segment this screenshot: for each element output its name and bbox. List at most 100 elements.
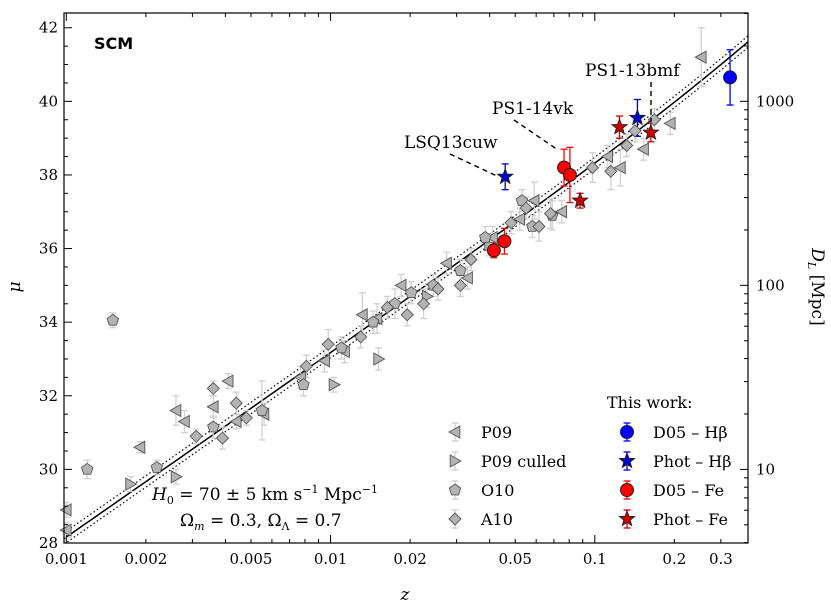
error-bars bbox=[62, 27, 734, 539]
legend-label: A10 bbox=[480, 510, 513, 529]
point-tri-left bbox=[636, 142, 649, 156]
point-tri-right bbox=[328, 377, 341, 392]
point-diamond bbox=[464, 252, 478, 267]
legend-marker bbox=[620, 483, 634, 497]
point-diamond bbox=[604, 164, 618, 178]
y2-axis-label: DL [Mpc] bbox=[805, 247, 827, 325]
point-star bbox=[642, 123, 660, 141]
legend-label: P09 bbox=[481, 423, 512, 442]
data-points bbox=[59, 50, 738, 537]
legend-entry-left: O10 bbox=[448, 480, 514, 500]
legend-marker bbox=[448, 483, 462, 496]
point-pentagon bbox=[80, 462, 94, 475]
point-tri-right bbox=[170, 470, 183, 484]
point-diamond bbox=[519, 201, 533, 215]
point-diamond bbox=[299, 359, 314, 373]
legend-entry-left: A10 bbox=[448, 509, 513, 529]
point-tri-left bbox=[133, 440, 146, 455]
point-diamond bbox=[585, 160, 600, 175]
legend-marker bbox=[620, 425, 634, 439]
tick-labels: 0.001 0.002 0.005 0.01 0.02 0.05 0.1 0.2 0.3 28 30… bbox=[39, 19, 794, 568]
annotation-leader bbox=[449, 153, 498, 177]
point-tri-right bbox=[373, 352, 386, 366]
point-diamond bbox=[416, 297, 431, 311]
legend-marker bbox=[449, 454, 462, 468]
x-tick-label: 0.002 bbox=[124, 550, 167, 568]
point-pentagon bbox=[335, 341, 348, 354]
y-tick-label: 28 bbox=[39, 534, 58, 552]
point-diamond bbox=[189, 429, 203, 443]
point-circle bbox=[497, 234, 512, 249]
annotations: LSQ13cuw PS1-14vk PS1-13bmf bbox=[404, 61, 681, 177]
x-tick-label: 0.1 bbox=[583, 550, 607, 568]
axes-box bbox=[63, 12, 749, 544]
legend-label: D05 – Hβ bbox=[653, 423, 728, 442]
point-pentagon bbox=[515, 194, 529, 207]
annotation-label: PS1-14vk bbox=[492, 99, 574, 119]
legend-label: Phot – Fe bbox=[653, 510, 728, 529]
point-tri-left bbox=[229, 414, 242, 429]
point-pentagon bbox=[297, 378, 310, 391]
point-diamond bbox=[647, 113, 661, 127]
point-pentagon bbox=[454, 264, 467, 276]
legend-label: D05 – Fe bbox=[653, 481, 724, 500]
y-tick-label: 36 bbox=[39, 240, 58, 258]
x-tick-label: 0.2 bbox=[662, 550, 686, 568]
point-tri-left bbox=[355, 308, 368, 322]
point-pentagon bbox=[106, 313, 120, 326]
point-tri-left bbox=[206, 400, 219, 414]
h0-text: H0 = 70 ± 5 km s−1 Mpc−1 bbox=[151, 483, 378, 507]
point-diamond bbox=[239, 411, 253, 425]
point-diamond bbox=[543, 206, 558, 221]
x-tick-label: 0.05 bbox=[499, 550, 532, 568]
point-tri-left bbox=[59, 503, 72, 517]
legend-entry-left: P09 bbox=[448, 422, 512, 442]
y-tick-label: 32 bbox=[39, 387, 58, 405]
point-diamond bbox=[206, 381, 220, 396]
point-tri-left bbox=[177, 414, 190, 429]
point-star bbox=[496, 167, 515, 185]
point-pentagon bbox=[404, 286, 418, 299]
omega-text: Ωm = 0.3, ΩΛ = 0.7 bbox=[180, 511, 342, 533]
legend-entry-right: Phot – Fe bbox=[618, 509, 728, 529]
point-tri-left bbox=[439, 256, 452, 271]
panel-label: SCM bbox=[94, 34, 133, 53]
point-pentagon bbox=[366, 315, 380, 328]
legend-entry-right: D05 – Hβ bbox=[620, 422, 728, 442]
point-pentagon bbox=[150, 460, 164, 473]
legend-marker bbox=[618, 509, 636, 527]
y-tick-label: 30 bbox=[39, 460, 58, 478]
svg-text:DL [Mpc]: DL [Mpc] bbox=[805, 247, 827, 325]
plot-frame bbox=[63, 12, 749, 544]
tick-marks bbox=[64, 13, 748, 544]
point-tri-left bbox=[394, 278, 407, 293]
point-tri-left bbox=[460, 271, 473, 285]
y-tick-label: 42 bbox=[39, 19, 58, 37]
legend-title: This work: bbox=[607, 393, 692, 412]
point-tri-left bbox=[512, 212, 526, 226]
point-diamond bbox=[504, 216, 518, 230]
point-tri-left bbox=[485, 230, 498, 245]
legend-entry-left: P09 culled bbox=[449, 451, 566, 471]
fit-line-lower bbox=[64, 46, 748, 543]
y2-tick-label: 10 bbox=[756, 460, 775, 478]
point-tri-left bbox=[317, 354, 330, 368]
point-diamond bbox=[321, 337, 335, 351]
point-circle bbox=[723, 70, 738, 85]
point-tri-left bbox=[527, 193, 540, 208]
point-diamond bbox=[354, 330, 368, 344]
point-star bbox=[628, 108, 647, 126]
point-diamond bbox=[380, 300, 394, 315]
point-diamond bbox=[620, 138, 634, 153]
legend-marker bbox=[618, 451, 636, 469]
x-tick-label: 0.005 bbox=[230, 550, 273, 568]
point-diamond bbox=[628, 124, 642, 138]
x-tick-label: 0.001 bbox=[45, 550, 88, 568]
point-diamond bbox=[215, 431, 230, 445]
point-star bbox=[571, 191, 589, 209]
point-diamond bbox=[229, 396, 243, 410]
legend-entry-right: D05 – Fe bbox=[620, 480, 724, 500]
annotation-label: LSQ13cuw bbox=[404, 133, 498, 153]
legend-label: P09 culled bbox=[481, 452, 566, 471]
